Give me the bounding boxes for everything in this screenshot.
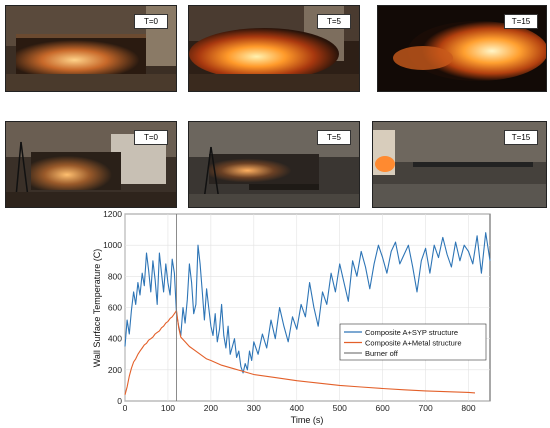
y-axis-label: Wall Surface Temperature (C) <box>92 249 102 368</box>
legend-label: Composite A+SYP structure <box>365 328 458 337</box>
legend-label: Composite A+Metal structure <box>365 338 462 347</box>
photo-row1-t0: T=0 <box>5 5 177 92</box>
x-tick-label: 600 <box>376 403 390 413</box>
x-tick-label: 500 <box>333 403 347 413</box>
series-group <box>124 214 491 401</box>
photo-row1-t15: T=15 <box>377 5 547 92</box>
series-line-0 <box>124 232 491 374</box>
grid <box>124 213 490 402</box>
x-tick-label: 800 <box>461 403 475 413</box>
x-tick-label: 0 <box>123 403 128 413</box>
x-tick-label: 200 <box>204 403 218 413</box>
y-tick-label: 800 <box>108 271 122 281</box>
y-tick-label: 1200 <box>103 209 122 219</box>
y-tick-label: 600 <box>108 303 122 313</box>
x-tick-label: 700 <box>418 403 432 413</box>
temperature-chart: 0 200 400 600 800 1000 1200 0 100 200 300 400 500 60… <box>92 209 491 425</box>
y-tick-label: 1000 <box>103 240 122 250</box>
x-tick-label: 300 <box>247 403 261 413</box>
time-label: T=5 <box>317 130 351 145</box>
photo-row2-t5: T=5 <box>188 121 360 208</box>
photo-row2-t15: T=15 <box>372 121 547 208</box>
legend-box <box>339 323 487 361</box>
y-tick-label: 200 <box>108 365 122 375</box>
x-tick-label: 100 <box>161 403 175 413</box>
y-tick-label: 0 <box>117 396 122 406</box>
y-axis-ticks: 0 200 400 600 800 1000 1200 <box>103 209 122 406</box>
legend-label: Burner off <box>365 349 399 358</box>
time-label: T=5 <box>317 14 351 29</box>
time-label: T=0 <box>134 14 168 29</box>
y-tick-label: 400 <box>108 334 122 344</box>
photo-row2-t0: T=0 <box>5 121 177 208</box>
x-axis-label: Time (s) <box>291 415 324 425</box>
photo-row1-t5: T=5 <box>188 5 360 92</box>
x-axis-ticks: 0 100 200 300 400 500 600 700 800 <box>123 403 476 413</box>
time-label: T=15 <box>504 14 538 29</box>
time-label: T=0 <box>134 130 168 145</box>
time-label: T=15 <box>504 130 538 145</box>
x-tick-label: 400 <box>290 403 304 413</box>
